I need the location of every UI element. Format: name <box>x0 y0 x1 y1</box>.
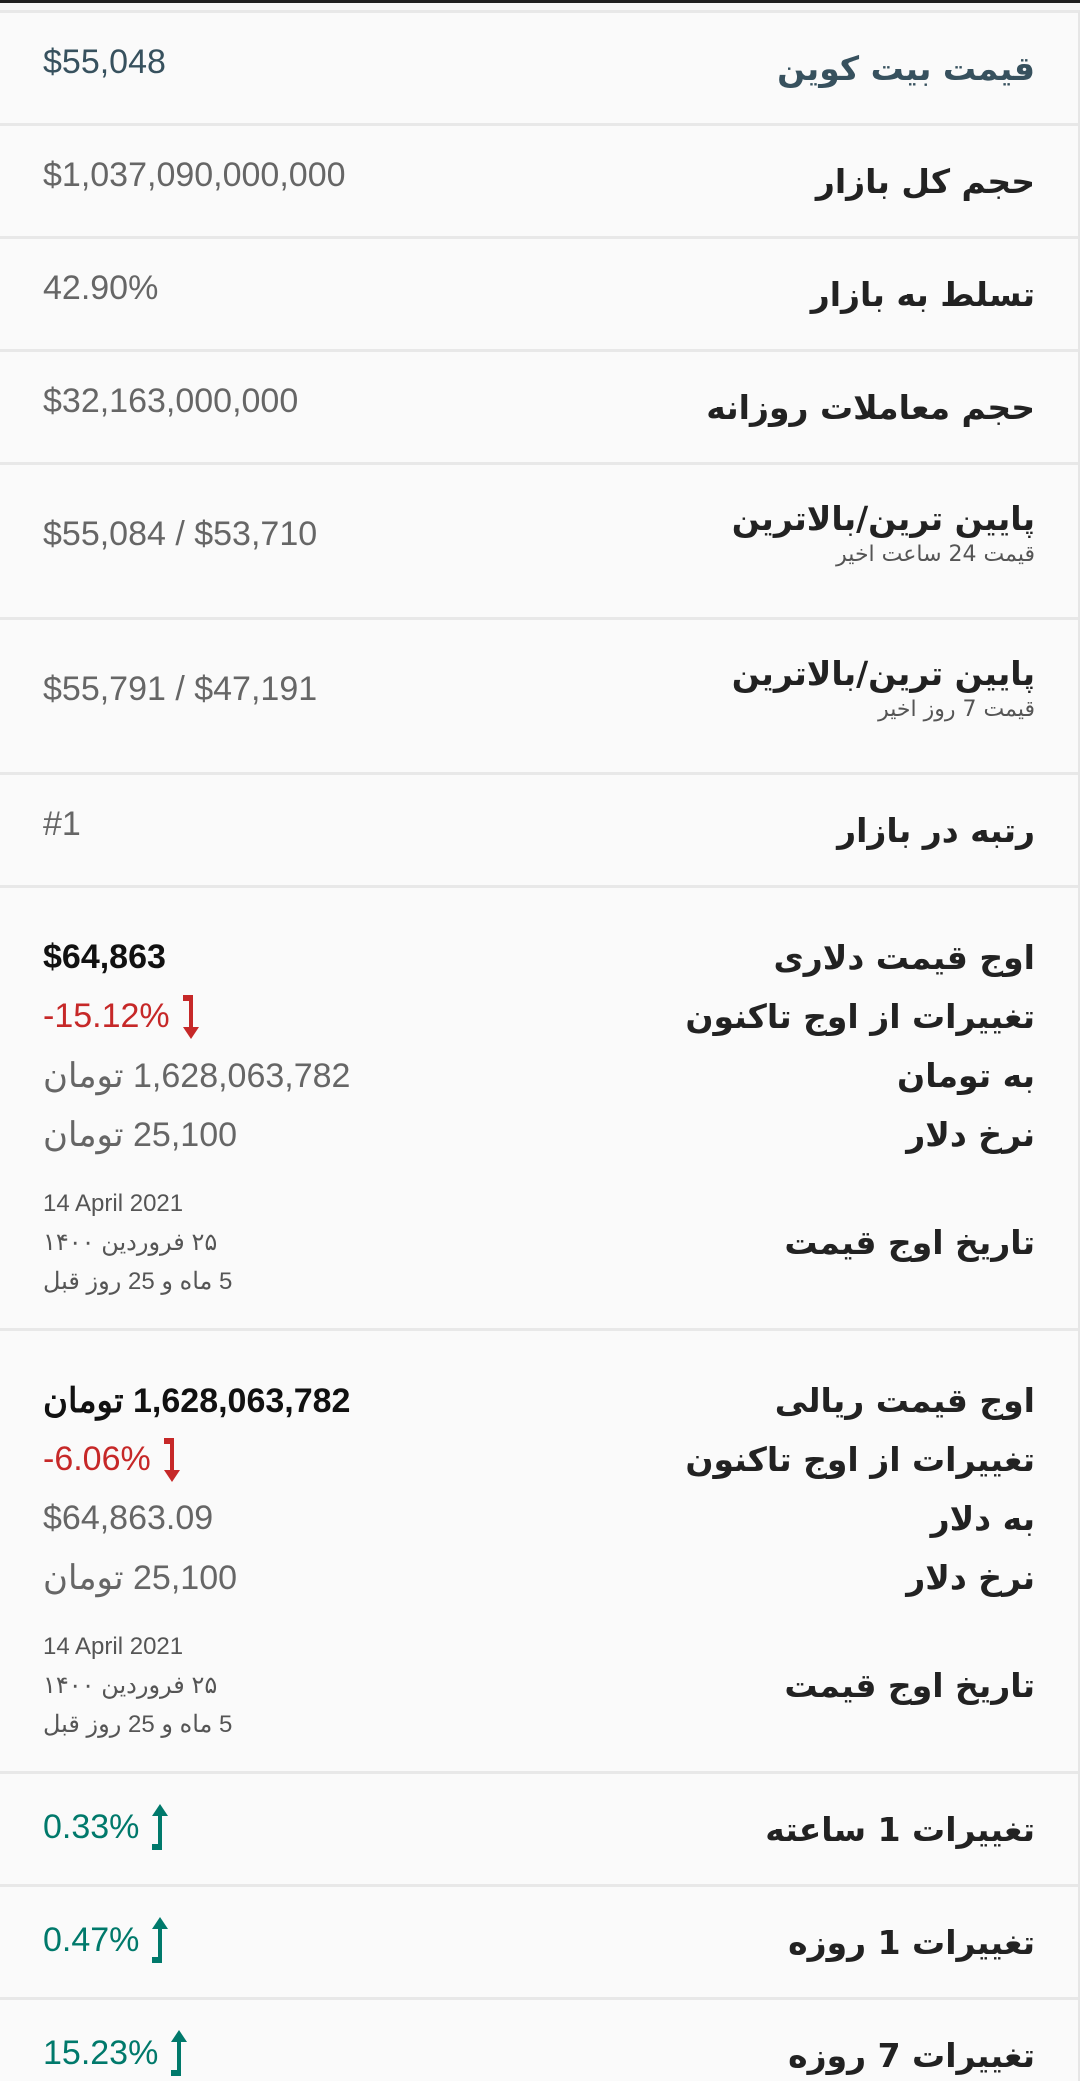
date-label: تاریخ اوج قیمت <box>784 1666 1035 1705</box>
label-text: پایین ترین/بالاترین <box>731 499 1035 538</box>
peak-label: اوج قیمت ریالی <box>774 1381 1035 1420</box>
change-text: 15.23% <box>43 2033 159 2072</box>
row-sublabel: قیمت 24 ساعت اخیر <box>836 542 1035 567</box>
bitcoin-stats-list: قیمت بیت کوین $55,048 حجم کل بازار $1,03… <box>0 10 1080 2081</box>
row-change-1h: تغییرات 1 ساعته 0.33% <box>0 1774 1078 1887</box>
ath-irr-block: 1,628,063,782 تومان اوج قیمت ریالی -6.06%… <box>0 1331 1078 1774</box>
row-value: $1,037,090,000,000 <box>43 156 346 194</box>
row-value: $32,163,000,000 <box>43 382 299 420</box>
change-text: 0.47% <box>43 1920 140 1959</box>
date-persian: ۲۵ فروردین ۱۴۰۰ <box>43 1229 218 1256</box>
row-label: تغییرات 1 روزه <box>788 1923 1035 1962</box>
row-label: رتبه در بازار <box>837 811 1035 850</box>
row-dominance: تسلط به بازار 42.90% <box>0 239 1078 352</box>
row-label: حجم کل بازار <box>815 162 1035 201</box>
dollar-rate-label: نرخ دلار <box>906 1115 1035 1154</box>
arrow-up-icon <box>152 1917 169 1963</box>
row-change-1d: تغییرات 1 روزه 0.47% <box>0 1887 1078 2000</box>
date-label: تاریخ اوج قیمت <box>784 1223 1035 1262</box>
peak-value: $64,863 <box>43 938 166 976</box>
row-sublabel: قیمت 7 روز اخیر <box>878 697 1035 722</box>
row-value: 15.23% <box>43 2030 190 2076</box>
change-value: -15.12% <box>43 994 202 1039</box>
change-text: 0.33% <box>43 1807 140 1846</box>
dollar-rate-label: نرخ دلار <box>906 1558 1035 1597</box>
row-label: قیمت بیت کوین <box>777 49 1035 88</box>
row-label: پایین ترین/بالاترین قیمت 7 روز اخیر <box>732 654 1035 722</box>
arrow-up-icon <box>152 1804 169 1850</box>
change-label: تغییرات از اوج تاکنون <box>685 1440 1035 1479</box>
row-change-7d: تغییرات 7 روزه 15.23% <box>0 2000 1078 2081</box>
row-rank: رتبه در بازار #1 <box>0 775 1078 888</box>
row-label: تغییرات 1 ساعته <box>765 1810 1035 1849</box>
row-label: پایین ترین/بالاترین قیمت 24 ساعت اخیر <box>732 499 1035 567</box>
arrow-down-icon <box>182 994 199 1039</box>
change-text: -6.06% <box>43 1440 151 1478</box>
date-ago: 5 ماه و 25 روز قبل <box>43 1711 233 1738</box>
row-24h-range: پایین ترین/بالاترین قیمت 24 ساعت اخیر $55… <box>0 465 1078 620</box>
peak-value: 1,628,063,782 تومان <box>43 1381 351 1420</box>
date-gregorian: 14 April 2021 <box>43 1190 184 1217</box>
dollar-value: $64,863.09 <box>43 1499 214 1537</box>
ath-usd-block: $64,863 اوج قیمت دلاری -15.12% تغییرات از … <box>0 888 1078 1331</box>
row-bitcoin-price: قیمت بیت کوین $55,048 <box>0 13 1078 126</box>
peak-dates: 14 April 2021 ۲۵ فروردین ۱۴۰۰ 5 ماه و 25 ر… <box>43 1627 232 1744</box>
date-gregorian: 14 April 2021 <box>43 1633 184 1660</box>
change-label: تغییرات از اوج تاکنون <box>685 997 1035 1036</box>
peak-label: اوج قیمت دلاری <box>773 938 1035 977</box>
row-value: $55,048 <box>43 43 166 81</box>
label-text: پایین ترین/بالاترین <box>731 654 1035 693</box>
row-label: حجم معاملات روزانه <box>706 388 1035 427</box>
row-daily-volume: حجم معاملات روزانه $32,163,000,000 <box>0 352 1078 465</box>
row-label: تسلط به بازار <box>810 275 1035 314</box>
row-value: 0.47% <box>43 1917 171 1963</box>
arrow-down-icon <box>163 1437 180 1482</box>
arrow-up-icon <box>171 2030 188 2076</box>
row-market-cap: حجم کل بازار $1,037,090,000,000 <box>0 126 1078 239</box>
row-value: #1 <box>43 805 81 843</box>
date-persian: ۲۵ فروردین ۱۴۰۰ <box>43 1672 218 1699</box>
dollar-label: به دلار <box>930 1499 1035 1538</box>
row-label: تغییرات 7 روزه <box>788 2036 1035 2075</box>
row-value: 42.90% <box>43 269 159 307</box>
top-edge <box>0 0 1080 3</box>
dollar-rate-value: 25,100 تومان <box>43 1115 238 1154</box>
toman-value: 1,628,063,782 تومان <box>43 1056 351 1095</box>
date-ago: 5 ماه و 25 روز قبل <box>43 1268 233 1295</box>
dollar-rate-value: 25,100 تومان <box>43 1558 238 1597</box>
row-7d-range: پایین ترین/بالاترین قیمت 7 روز اخیر $55,7… <box>0 620 1078 775</box>
row-value: 0.33% <box>43 1804 171 1850</box>
row-value: $55,084 / $53,710 <box>43 515 318 553</box>
change-value: -6.06% <box>43 1437 183 1482</box>
row-value: $55,791 / $47,191 <box>43 670 318 708</box>
change-text: -15.12% <box>43 997 170 1035</box>
toman-label: به تومان <box>897 1056 1035 1095</box>
peak-dates: 14 April 2021 ۲۵ فروردین ۱۴۰۰ 5 ماه و 25 ر… <box>43 1184 232 1301</box>
